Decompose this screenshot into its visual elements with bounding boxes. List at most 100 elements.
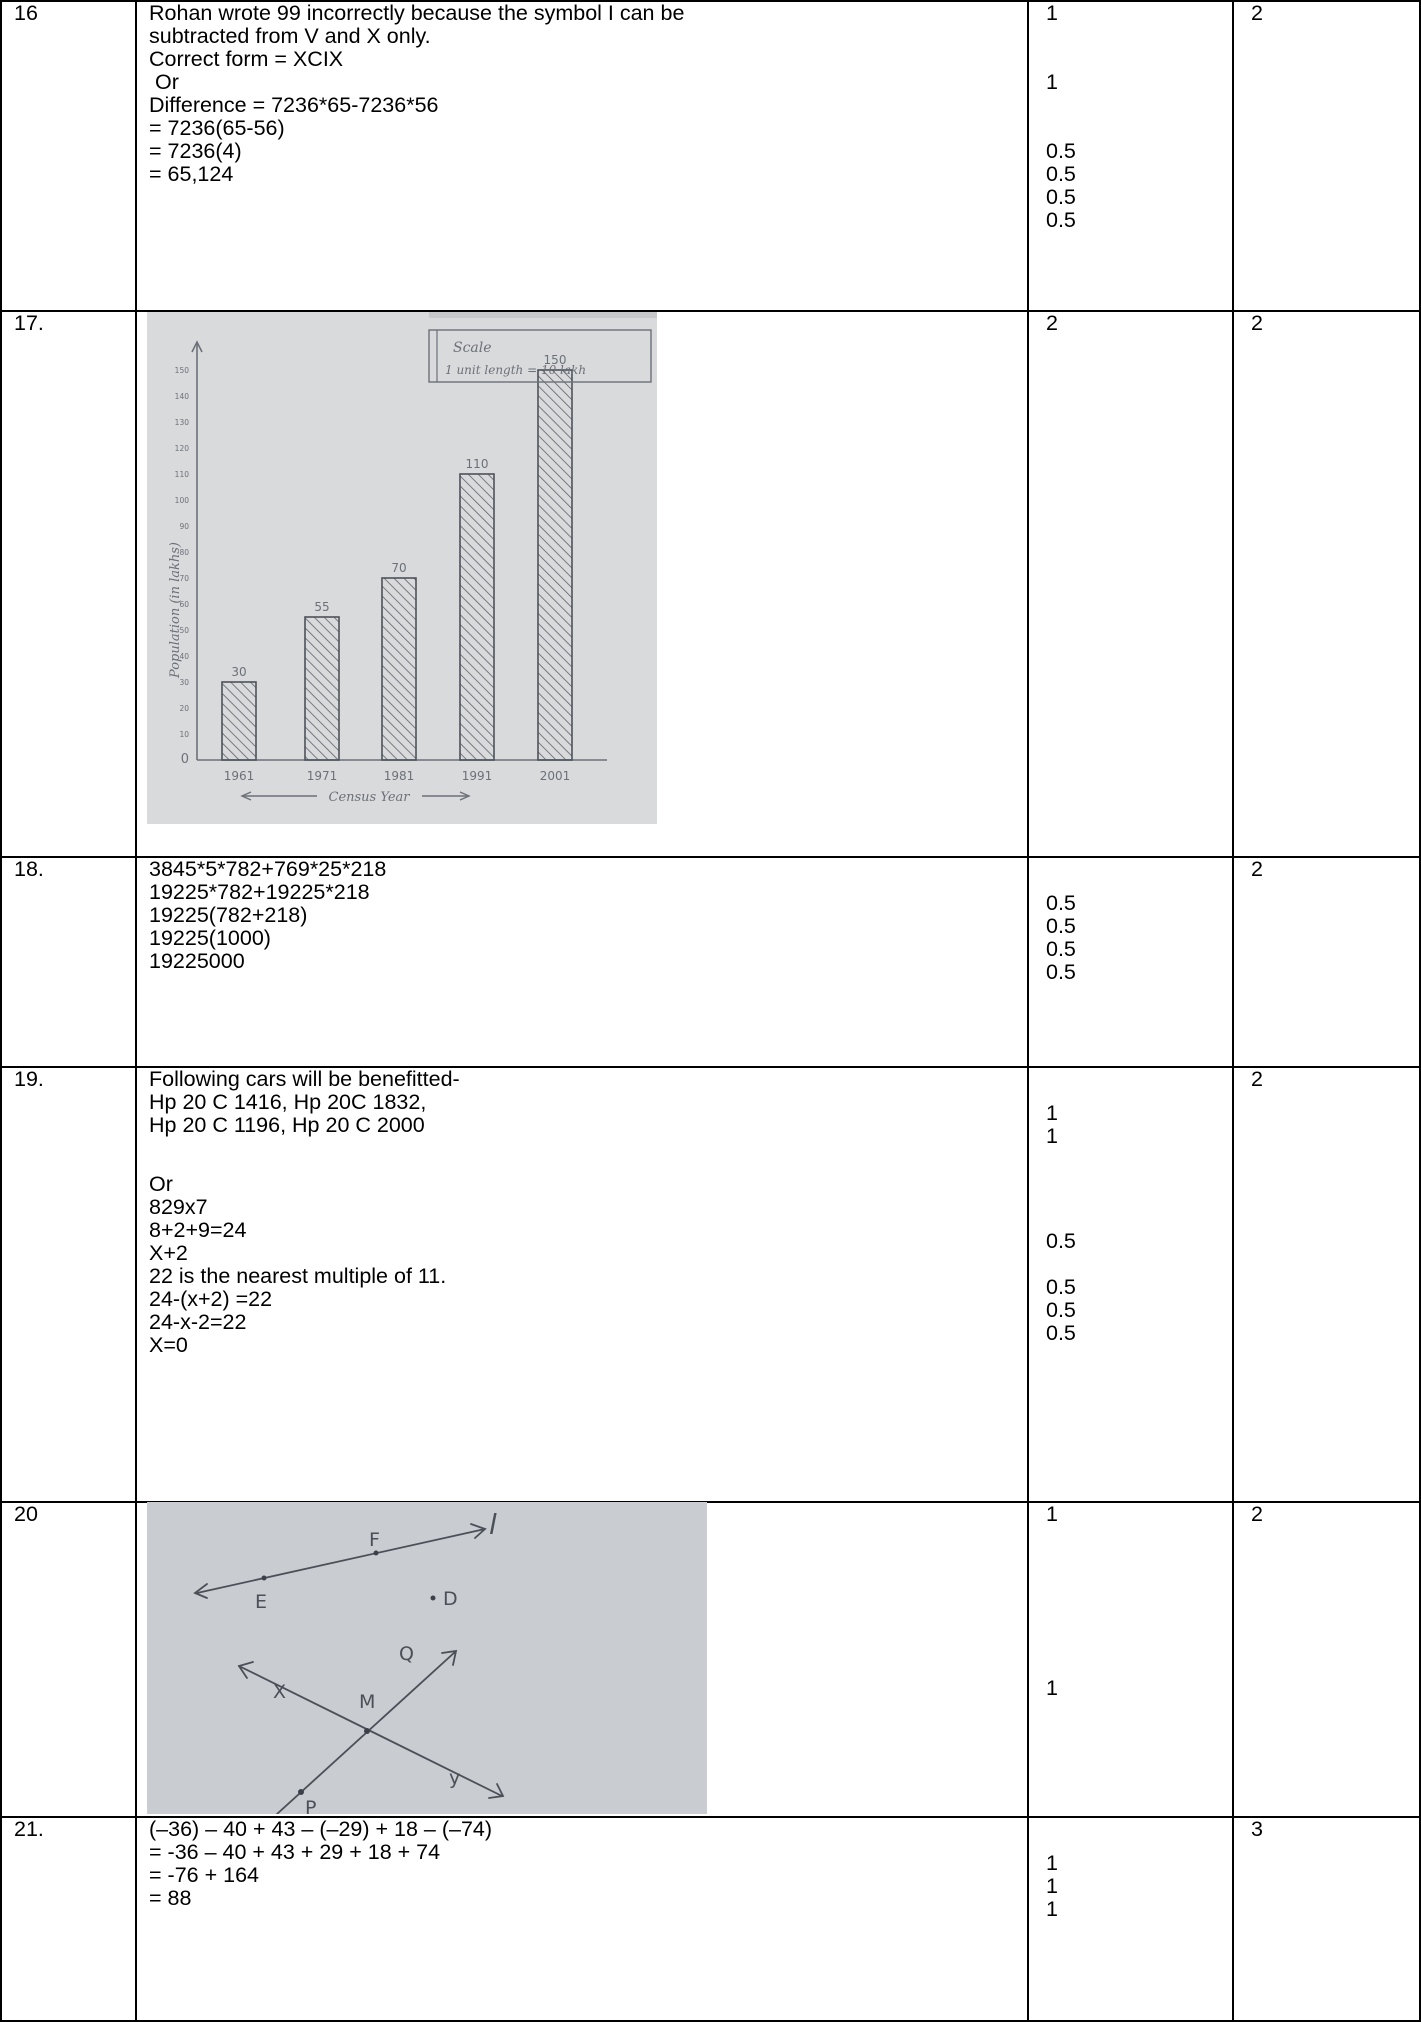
y-tick-label: 50 xyxy=(179,626,189,635)
label-x: X xyxy=(273,1681,286,1703)
arrow-head xyxy=(240,791,252,801)
bar-value-label: 110 xyxy=(466,457,489,471)
answer-line: Following cars will be benefitted- xyxy=(149,1067,460,1091)
arrow-head xyxy=(237,1661,254,1679)
column-divider xyxy=(1027,0,1029,2022)
marks-cell: 1 1 0.5 0.5 0.5 0.5 xyxy=(1027,1066,1232,1501)
y-tick-label: 10 xyxy=(179,730,189,739)
row-divider xyxy=(0,0,1421,2)
x-tick-label: 1991 xyxy=(462,769,493,783)
answer-line: = 7236(4) xyxy=(149,139,242,163)
answer-line: Hp 20 C 1196, Hp 20 C 2000 xyxy=(149,1113,425,1137)
table-row: 19. Following cars will be benefitted- H… xyxy=(0,1066,1421,1501)
answer-cell: Rohan wrote 99 incorrectly because the s… xyxy=(135,0,1027,310)
row-divider xyxy=(0,1501,1421,1503)
answer-cell: 3845*5*782+769*25*218 19225*782+19225*21… xyxy=(135,856,1027,1066)
total-marks: 2 xyxy=(1251,1,1263,25)
scale-note: 1 unit length = 10 lakh xyxy=(445,363,586,377)
y-tick-label: 80 xyxy=(179,548,189,557)
row-divider xyxy=(0,1816,1421,1818)
marks-cell: 1 1 1 xyxy=(1027,1816,1232,2020)
point-f xyxy=(373,1550,379,1556)
total-marks: 2 xyxy=(1251,1502,1263,1526)
mark-value: 0.5 xyxy=(1046,937,1076,961)
answer-cell: 0 10 20 30 40 50 60 70 80 90 100 110 120 130 140 150 Pop… xyxy=(135,310,1027,856)
bar-value-label: 70 xyxy=(391,561,406,575)
y-tick-label: 90 xyxy=(179,522,189,531)
answer-line: Rohan wrote 99 incorrectly because the s… xyxy=(149,1,685,25)
answer-line: = 7236(65-56) xyxy=(149,116,285,140)
y-tick-label: 100 xyxy=(175,496,190,505)
scale-box xyxy=(428,329,652,383)
y-tick-label: 40 xyxy=(179,652,189,661)
y-axis-arrow xyxy=(191,340,203,353)
answer-line: 19225(782+218) xyxy=(149,903,308,927)
mark-value: 1 xyxy=(1046,70,1058,94)
total-marks: 2 xyxy=(1251,1067,1263,1091)
bar xyxy=(304,616,340,761)
answer-line: = -36 – 40 + 43 + 29 + 18 + 74 xyxy=(149,1840,441,1864)
question-number: 20 xyxy=(14,1502,38,1526)
bar xyxy=(381,577,417,761)
mark-value: 1 xyxy=(1046,1676,1058,1700)
bar-chart: 0 10 20 30 40 50 60 70 80 90 100 110 120 130 140 150 Pop… xyxy=(168,329,652,805)
question-number: 17. xyxy=(14,311,44,335)
answer-line: Difference = 7236*65-7236*56 xyxy=(149,93,439,117)
bar xyxy=(537,369,573,761)
table-border-bottom xyxy=(0,2020,1421,2022)
answer-line: (–36) – 40 + 43 – (–29) + 18 – (–74) xyxy=(149,1817,493,1841)
mark-value: 0.5 xyxy=(1046,1298,1076,1322)
row-divider xyxy=(0,310,1421,312)
y-axis-label: Population (in lakhs) xyxy=(168,542,183,679)
bar-value-label: 55 xyxy=(314,600,329,614)
table-row: 17. 0 10 20 30 40 50 60 70 80 90 100 110 120 130 140 15… xyxy=(0,310,1421,856)
answer-line: = 88 xyxy=(149,1886,192,1910)
answer-cell: l E F D Q M X y P xyxy=(135,1501,1027,1816)
y-tick-label: 0 xyxy=(181,752,189,767)
mark-value: 0.5 xyxy=(1046,960,1076,984)
table-border-right xyxy=(1419,0,1421,2022)
row-divider xyxy=(0,856,1421,858)
point-d xyxy=(430,1595,436,1601)
answer-line: Or xyxy=(149,70,179,94)
answer-line: 19225(1000) xyxy=(149,926,271,950)
point-p xyxy=(298,1789,304,1795)
marks-cell: 1 1 0.5 0.5 0.5 0.5 xyxy=(1027,0,1232,310)
arrow-head xyxy=(488,1783,505,1799)
arrow-head xyxy=(193,1583,208,1599)
y-tick-label: 20 xyxy=(179,704,189,713)
answer-line: Hp 20 C 1416, Hp 20C 1832, xyxy=(149,1090,427,1114)
mark-value: 1 xyxy=(1046,1851,1058,1875)
mark-value: 0.5 xyxy=(1046,891,1076,915)
answer-cell: Following cars will be benefitted- Hp 20… xyxy=(135,1066,1027,1501)
label-e: E xyxy=(255,1591,267,1613)
total-marks: 3 xyxy=(1251,1817,1263,1841)
answer-line: 3845*5*782+769*25*218 xyxy=(149,857,387,881)
y-tick-label: 30 xyxy=(179,678,189,687)
table-border-left xyxy=(0,0,2,2022)
label-q: Q xyxy=(399,1643,414,1665)
table-row: 21. (–36) – 40 + 43 – (–29) + 18 – (–74)… xyxy=(0,1816,1421,2020)
mark-value: 1 xyxy=(1046,1897,1058,1921)
label-d: D xyxy=(443,1588,458,1610)
mark-value: 1 xyxy=(1046,1101,1058,1125)
table-row: 20 xyxy=(0,1501,1421,1816)
y-tick-label: 130 xyxy=(175,418,190,427)
label-f: F xyxy=(369,1529,380,1551)
x-tick-label: 2001 xyxy=(540,769,571,783)
answer-line: Correct form = XCIX xyxy=(149,47,344,71)
label-l: l xyxy=(489,1508,497,1541)
column-divider xyxy=(1232,0,1234,2022)
question-number: 16 xyxy=(14,1,38,25)
mark-value: 1 xyxy=(1046,1,1058,25)
mark-value: 0.5 xyxy=(1046,162,1076,186)
bar-graph-photo: 0 10 20 30 40 50 60 70 80 90 100 110 120 130 140 150 Pop… xyxy=(147,312,657,824)
arrow-head xyxy=(459,791,471,801)
label-p: P xyxy=(305,1797,316,1814)
answer-line: 8+2+9=24 xyxy=(149,1218,247,1242)
question-number: 19. xyxy=(14,1067,44,1091)
answer-line: 19225*782+19225*218 xyxy=(149,880,370,904)
scale-title: Scale xyxy=(453,340,492,356)
answer-line: 829x7 xyxy=(149,1195,208,1219)
label-y: y xyxy=(449,1767,460,1789)
